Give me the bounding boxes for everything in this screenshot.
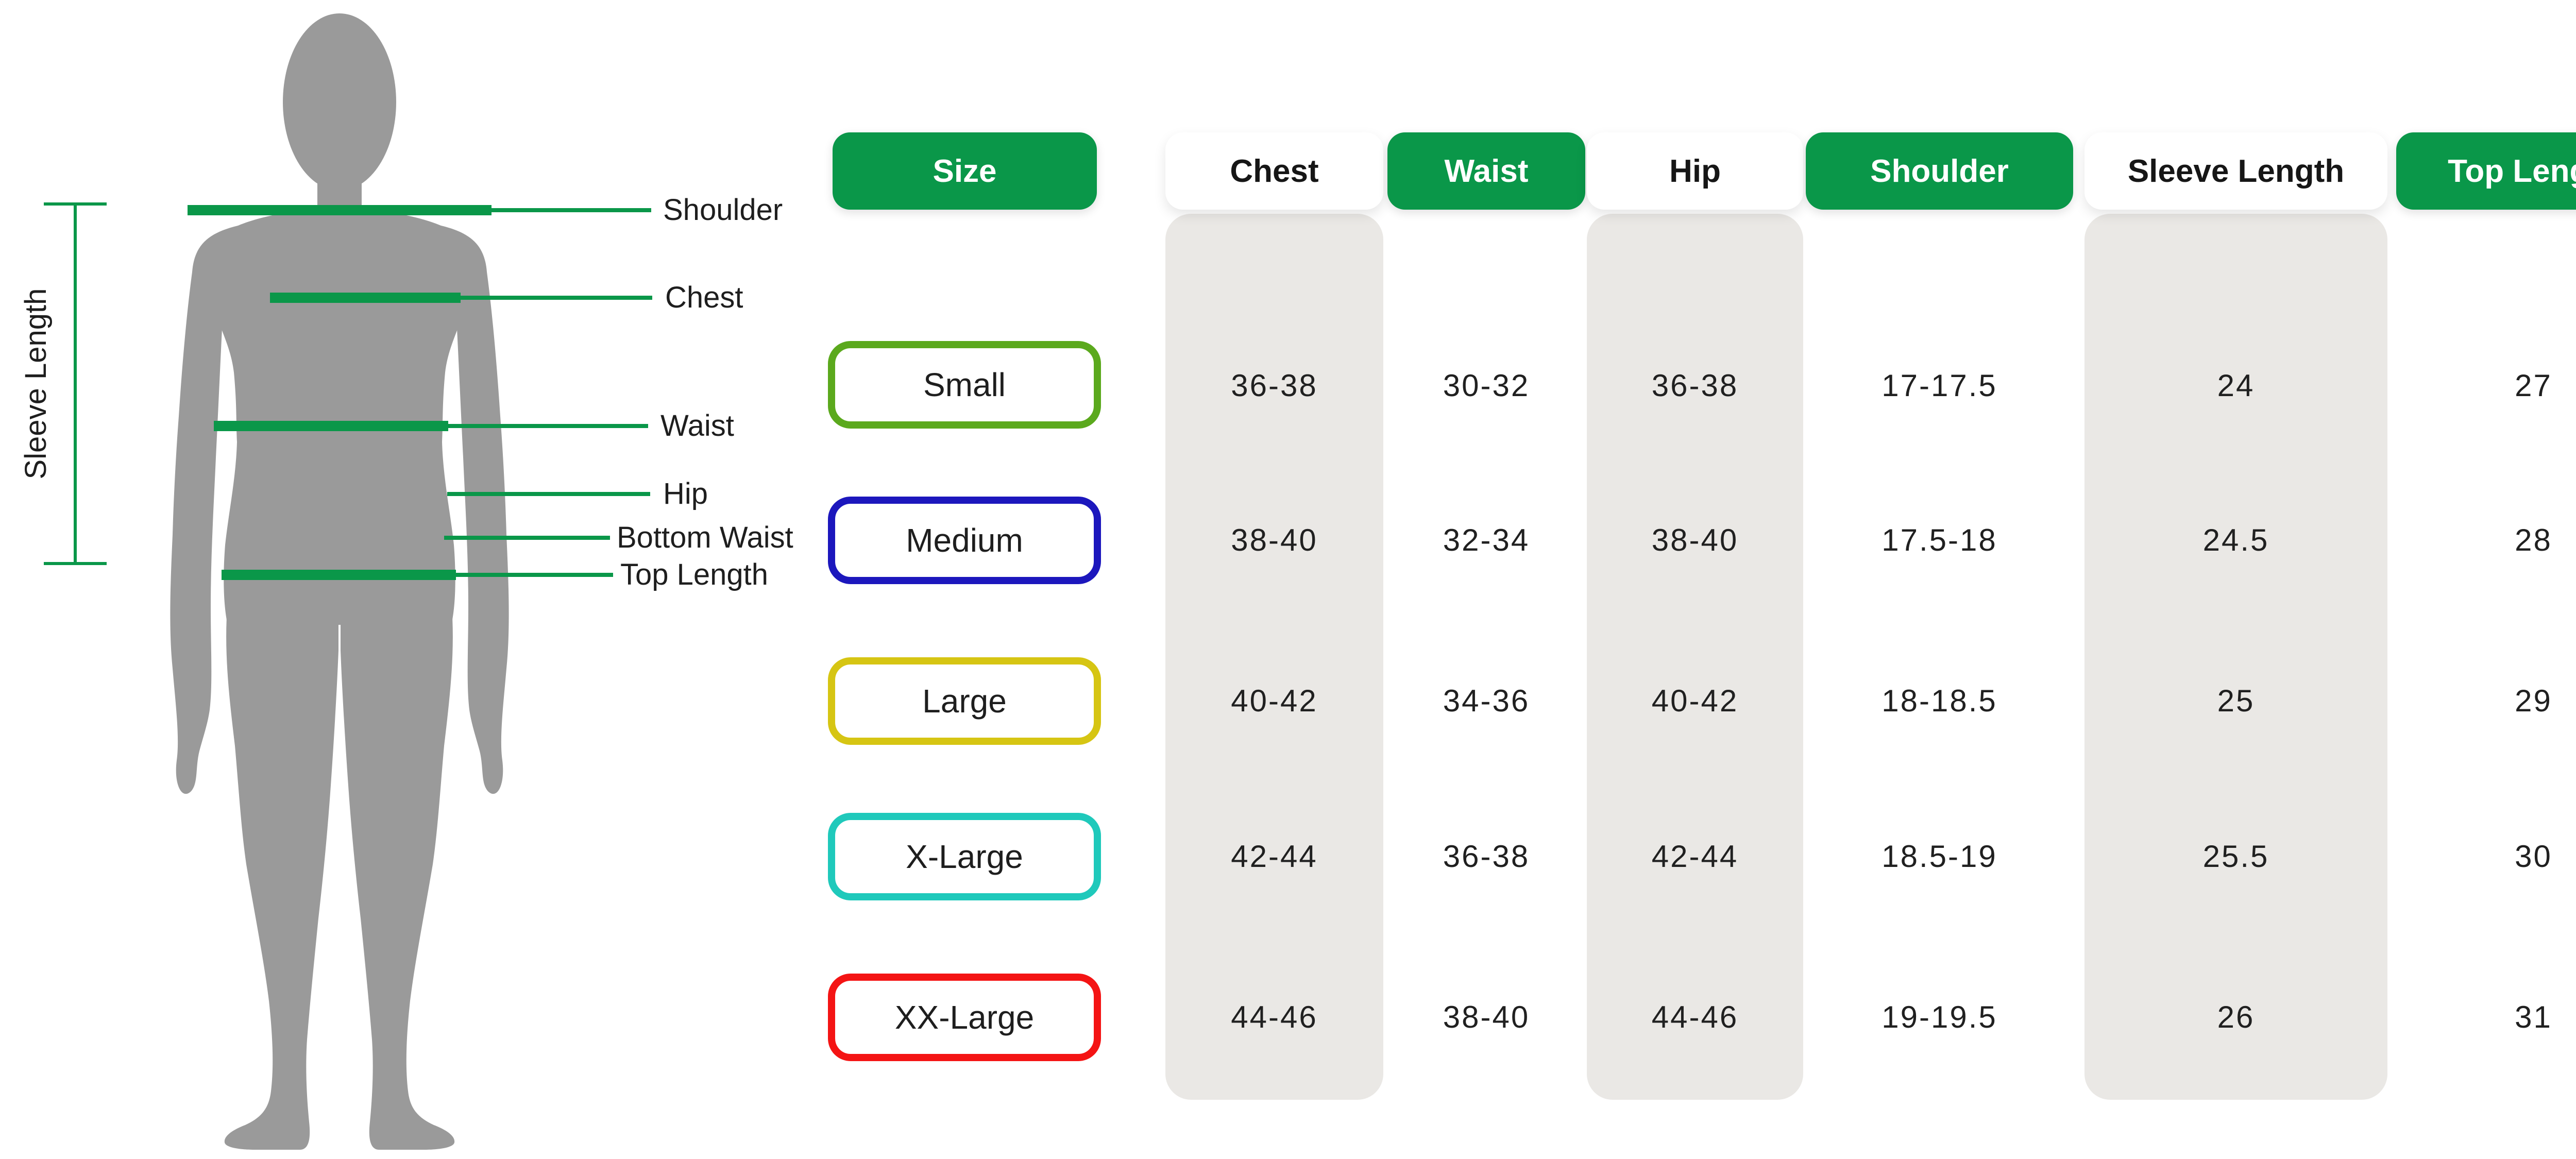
cell-shoulder-small: 17-17.5 — [1882, 368, 1997, 403]
cell-waist-xx-large: 38-40 — [1443, 1000, 1530, 1034]
cell-waist-x-large: 36-38 — [1443, 839, 1530, 874]
cell-top-length-small: 27 — [2515, 368, 2552, 403]
human-silhouette — [170, 13, 509, 1150]
column-header-sleeve-length: Sleeve Length — [2084, 132, 2387, 210]
chest-leader-line — [461, 296, 652, 300]
cell-waist-small: 30-32 — [1443, 368, 1530, 403]
top-length-line — [222, 570, 456, 580]
cell-hip-small: 36-38 — [1651, 368, 1739, 403]
hip-column-stripe — [1587, 214, 1803, 1100]
cell-top-length-medium: 28 — [2515, 523, 2552, 557]
cell-shoulder-medium: 17.5-18 — [1882, 523, 1997, 557]
column-header-top-length: Top Length — [2396, 132, 2576, 210]
cell-chest-xx-large: 44-46 — [1231, 1000, 1318, 1034]
cell-sleeve-small: 24 — [2217, 368, 2255, 403]
cell-top-length-xx-large: 31 — [2515, 1000, 2552, 1034]
waist-leader-line — [448, 424, 648, 428]
cell-hip-medium: 38-40 — [1651, 523, 1739, 557]
cell-hip-xx-large: 44-46 — [1651, 1000, 1739, 1034]
column-header-size: Size — [833, 132, 1097, 210]
waist-line — [214, 421, 448, 431]
cell-sleeve-xx-large: 26 — [2217, 1000, 2255, 1034]
chest-column-stripe — [1165, 214, 1383, 1100]
column-header-hip: Hip — [1587, 132, 1803, 210]
sleeve-length-column-stripe — [2084, 214, 2387, 1100]
top-length-leader-line — [456, 573, 613, 577]
size-button-large[interactable]: Large — [828, 657, 1101, 745]
cell-waist-medium: 32-34 — [1443, 523, 1530, 557]
column-header-waist: Waist — [1387, 132, 1585, 210]
chest-line — [270, 293, 461, 303]
shoulder-line — [188, 205, 492, 215]
chest-label: Chest — [665, 281, 743, 314]
shoulder-label: Shoulder — [663, 193, 783, 227]
cell-sleeve-x-large: 25.5 — [2202, 839, 2269, 874]
bottom-waist-label: Bottom Waist — [617, 521, 793, 554]
size-button-small[interactable]: Small — [828, 341, 1101, 429]
hip-leader-line — [447, 492, 650, 496]
sleeve-vertical-line — [74, 204, 77, 564]
cell-hip-large: 40-42 — [1651, 684, 1739, 718]
cell-chest-medium: 38-40 — [1231, 523, 1318, 557]
cell-shoulder-x-large: 18.5-19 — [1882, 839, 1997, 874]
top-length-label: Top Length — [620, 558, 769, 591]
size-button-xx-large[interactable]: XX-Large — [828, 974, 1101, 1061]
shoulder-leader-line — [492, 208, 651, 212]
cell-waist-large: 34-36 — [1443, 684, 1530, 718]
cell-top-length-x-large: 30 — [2515, 839, 2552, 874]
hip-label: Hip — [663, 477, 708, 510]
cell-chest-large: 40-42 — [1231, 684, 1318, 718]
sleeve-bottom-tick — [44, 562, 107, 565]
cell-shoulder-xx-large: 19-19.5 — [1882, 1000, 1997, 1034]
cell-top-length-large: 29 — [2515, 684, 2552, 718]
column-header-shoulder: Shoulder — [1806, 132, 2073, 210]
cell-sleeve-large: 25 — [2217, 684, 2255, 718]
bottom-waist-leader-line — [444, 536, 610, 540]
size-button-medium[interactable]: Medium — [828, 497, 1101, 584]
cell-sleeve-medium: 24.5 — [2202, 523, 2269, 557]
size-button-x-large[interactable]: X-Large — [828, 813, 1101, 900]
waist-label: Waist — [660, 409, 734, 442]
column-header-chest: Chest — [1165, 132, 1383, 210]
cell-shoulder-large: 18-18.5 — [1882, 684, 1997, 718]
sleeve-length-label: Sleeve Length — [19, 288, 53, 480]
cell-hip-x-large: 42-44 — [1651, 839, 1739, 874]
cell-chest-x-large: 42-44 — [1231, 839, 1318, 874]
cell-chest-small: 36-38 — [1231, 368, 1318, 403]
